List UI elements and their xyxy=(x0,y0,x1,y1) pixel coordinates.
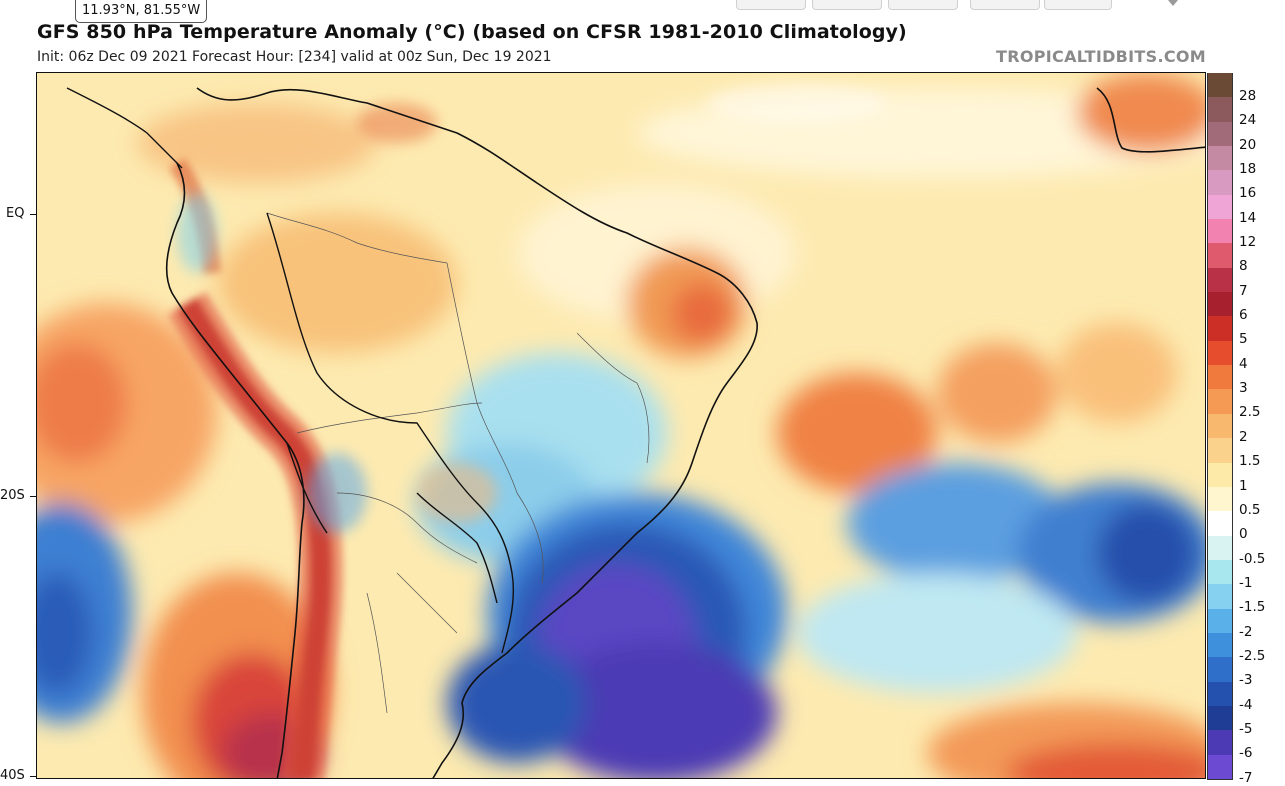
colorbar-swatch xyxy=(1207,559,1233,585)
colorbar-swatch xyxy=(1207,170,1233,196)
colorbar-swatch xyxy=(1207,632,1233,658)
colorbar-swatch xyxy=(1207,121,1233,147)
colorbar-label: 14 xyxy=(1239,209,1257,226)
colorbar-label: -2.5 xyxy=(1239,647,1266,664)
colorbar-label: 12 xyxy=(1239,234,1257,251)
colorbar-swatch xyxy=(1207,219,1233,244)
colorbar-label: -1.5 xyxy=(1239,599,1266,616)
colorbar-swatch xyxy=(1207,657,1233,683)
lat-tick-20s xyxy=(30,496,36,497)
toolbar-button-3[interactable] xyxy=(888,0,958,10)
toolbar-strip xyxy=(0,0,1285,12)
colorbar-swatch xyxy=(1207,413,1233,439)
colorbar-swatch xyxy=(1207,292,1233,317)
colorbar-label: 0.5 xyxy=(1239,501,1261,518)
colorbar-swatch xyxy=(1207,438,1233,464)
lat-label-40s: 40S xyxy=(0,768,25,783)
colorbar-swatch xyxy=(1207,97,1233,123)
colorbar-label: 28 xyxy=(1239,88,1257,104)
colorbar-swatch xyxy=(1207,267,1233,293)
colorbar-swatch xyxy=(1207,584,1233,610)
colorbar-swatch xyxy=(1207,535,1233,561)
colorbar-swatch xyxy=(1207,486,1233,512)
lat-tick-40s xyxy=(30,776,36,777)
colorbar-swatch xyxy=(1207,73,1233,98)
colorbar-label: 16 xyxy=(1239,185,1257,202)
lat-label-eq: EQ xyxy=(6,206,25,221)
colorbar-label: 20 xyxy=(1239,136,1257,153)
colorbar-swatch xyxy=(1207,462,1233,488)
colorbar-swatch xyxy=(1207,608,1233,634)
toolbar-button-2[interactable] xyxy=(812,0,882,10)
page-title: GFS 850 hPa Temperature Anomaly (°C) (ba… xyxy=(37,21,907,43)
colorbar-label: 24 xyxy=(1239,112,1257,129)
colorbar-label: -5 xyxy=(1239,720,1253,737)
colorbar-label: 0 xyxy=(1239,526,1248,543)
colorbar-swatch xyxy=(1207,194,1233,220)
colorbar-swatch xyxy=(1207,511,1233,537)
colorbar-swatch xyxy=(1207,243,1233,269)
colorbar-swatch xyxy=(1207,730,1233,756)
lat-tick-eq xyxy=(30,214,36,215)
colorbar xyxy=(1207,73,1233,780)
colorbar-label: 1.5 xyxy=(1239,453,1261,470)
colorbar-label: -6 xyxy=(1239,745,1253,762)
colorbar-label: 2 xyxy=(1239,428,1248,445)
colorbar-swatch xyxy=(1207,389,1233,415)
caret-down-icon[interactable] xyxy=(1166,0,1180,8)
toolbar-button-4[interactable] xyxy=(970,0,1040,10)
anomaly-map[interactable] xyxy=(36,72,1206,779)
colorbar-label: -4 xyxy=(1239,696,1253,713)
site-brand[interactable]: TROPICALTIDBITS.COM xyxy=(996,47,1206,66)
colorbar-label: 5 xyxy=(1239,331,1248,348)
colorbar-swatch xyxy=(1207,316,1233,342)
colorbar-label: 3 xyxy=(1239,380,1248,397)
colorbar-label: -0.5 xyxy=(1239,550,1266,567)
colorbar-label: 1 xyxy=(1239,477,1248,494)
colorbar-label: 2.5 xyxy=(1239,404,1261,421)
lat-label-20s: 20S xyxy=(0,488,25,503)
anomaly-map-graphic xyxy=(37,73,1205,778)
colorbar-label: 18 xyxy=(1239,161,1257,178)
colorbar-label: 6 xyxy=(1239,307,1248,324)
forecast-info: Init: 06z Dec 09 2021 Forecast Hour: [23… xyxy=(37,49,552,65)
toolbar-button-1[interactable] xyxy=(736,0,806,10)
cursor-coordinate-readout: 11.93°N, 81.55°W xyxy=(75,0,208,23)
colorbar-swatch xyxy=(1207,365,1233,390)
colorbar-label: 4 xyxy=(1239,355,1248,372)
colorbar-label: -7 xyxy=(1239,769,1253,786)
colorbar-swatch xyxy=(1207,754,1233,780)
colorbar-swatch xyxy=(1207,705,1233,731)
colorbar-label: -3 xyxy=(1239,672,1253,689)
toolbar-button-5[interactable] xyxy=(1044,0,1112,10)
colorbar-swatch xyxy=(1207,146,1233,171)
colorbar-swatch xyxy=(1207,340,1233,366)
colorbar-label: -2 xyxy=(1239,623,1253,640)
colorbar-label: 8 xyxy=(1239,258,1248,275)
colorbar-label: -1 xyxy=(1239,574,1253,591)
colorbar-swatch xyxy=(1207,681,1233,707)
colorbar-label: 7 xyxy=(1239,282,1248,299)
